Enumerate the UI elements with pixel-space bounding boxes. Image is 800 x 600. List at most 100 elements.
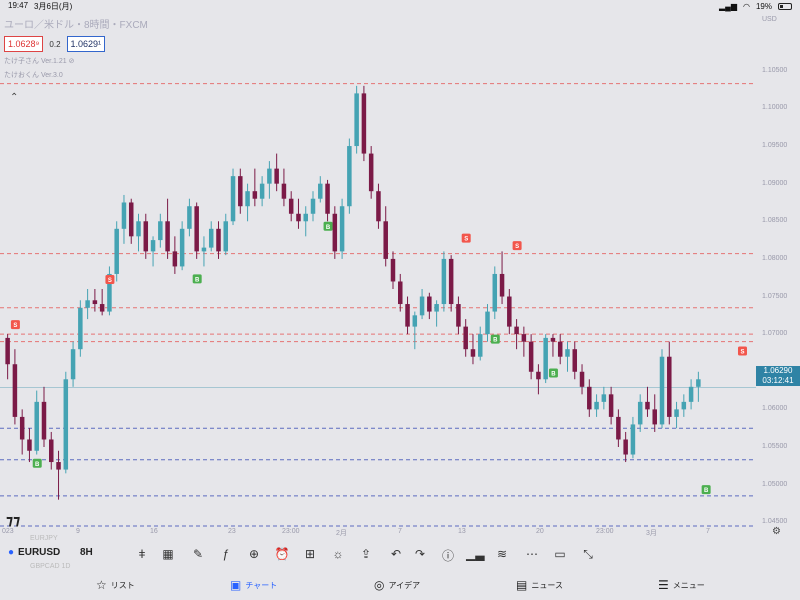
sell-signal-marker bbox=[105, 275, 115, 284]
candle-body bbox=[579, 371, 585, 387]
candle-body bbox=[572, 349, 578, 372]
star-icon: ☆ bbox=[96, 578, 107, 592]
more-icon[interactable]: ⋯ bbox=[526, 547, 538, 561]
candle-body bbox=[259, 183, 265, 199]
time-axis[interactable]: 023 9 16 23 23:00 2月 7 13 20 23:00 3月 7 bbox=[0, 526, 756, 540]
candle-body bbox=[368, 153, 374, 192]
tab-list[interactable]: ☆ リスト bbox=[96, 578, 135, 592]
drawing-pen-icon[interactable]: ✎ bbox=[192, 547, 204, 561]
alarm-icon[interactable]: ⏰ bbox=[274, 547, 290, 561]
price-tick-label: 1.08000 bbox=[762, 254, 788, 262]
share-icon[interactable]: ⇪ bbox=[360, 547, 372, 561]
indicator-1-label[interactable]: たけ子さん Ver.1.21 ⊘ bbox=[4, 58, 75, 65]
chart-area[interactable]: S B S B B S B S B B S ユーロ／米ドル・8時間・FXCM 1.0628⁹ 0.2… bbox=[0, 12, 756, 534]
bottom-tab-bar: ☆ リスト ▣ チャート ◎ アイデア ▤ ニュース ☰ メニュー bbox=[0, 572, 800, 600]
candle-body bbox=[318, 183, 323, 199]
candle-body bbox=[332, 213, 338, 252]
collapse-chevron-icon[interactable]: ⌃ bbox=[10, 92, 19, 103]
battery-icon bbox=[778, 2, 792, 10]
candle-body bbox=[550, 337, 556, 342]
idea-bulb-icon[interactable]: ☼ bbox=[332, 547, 344, 561]
candle-body bbox=[674, 409, 679, 417]
layout-grid-icon[interactable]: ⊞ bbox=[304, 547, 316, 561]
candle-body bbox=[543, 337, 548, 380]
interval-button[interactable]: 8H bbox=[80, 547, 93, 558]
candle-body bbox=[383, 221, 388, 259]
info-icon[interactable]: ⓘ bbox=[441, 549, 454, 563]
candle-body bbox=[565, 349, 570, 357]
tab-ideas[interactable]: ◎ アイデア bbox=[374, 578, 421, 592]
candle-body bbox=[456, 304, 461, 327]
candle-body bbox=[398, 281, 403, 305]
currency-label[interactable]: USD bbox=[762, 16, 777, 23]
buy-signal-label: B bbox=[195, 277, 200, 283]
trend-line-icon[interactable]: ≋ bbox=[496, 547, 508, 561]
candle-body bbox=[681, 401, 687, 410]
price-tick-label: 1.07000 bbox=[762, 330, 788, 338]
candle-body bbox=[281, 183, 287, 199]
candle-body bbox=[514, 326, 519, 335]
ask-price-button[interactable]: 1.0629¹ bbox=[66, 36, 106, 52]
buy-signal-marker bbox=[701, 485, 711, 495]
candle-body bbox=[201, 247, 207, 252]
candle-body bbox=[347, 146, 352, 207]
sell-signal-label: S bbox=[515, 244, 519, 250]
price-tick-label: 1.04500 bbox=[762, 518, 788, 526]
buy-signal-label: B bbox=[326, 225, 331, 231]
status-time: 19:47 bbox=[8, 0, 29, 10]
symbol-button[interactable]: ● EURUSD bbox=[8, 547, 61, 558]
candle-body bbox=[114, 228, 119, 274]
candle-type-icon[interactable]: ǂ bbox=[138, 547, 146, 561]
tab-menu[interactable]: ☰ メニュー bbox=[658, 578, 705, 592]
candle-body bbox=[645, 401, 650, 410]
fullscreen-icon[interactable]: ⤡ bbox=[583, 547, 593, 561]
chart-title[interactable]: ユーロ／米ドル・8時間・FXCM bbox=[4, 20, 148, 31]
candle-body bbox=[303, 213, 308, 222]
gear-icon[interactable]: ⚙ bbox=[772, 526, 781, 537]
candle-body bbox=[448, 258, 454, 305]
chart-toolbar: ● EURUSD 8H ǂ ▦ ✎ ƒ ⊕ ⏰ ⊞ ☼ ⇪ ↶ ↷ ⓘ ▁▃ ≋… bbox=[0, 544, 800, 566]
tradingview-logo-icon[interactable]: ⁊⁊ bbox=[6, 512, 21, 528]
sell-signal-marker bbox=[512, 241, 522, 251]
status-date: 3月6日(月) bbox=[34, 1, 73, 11]
compare-icon[interactable]: ▦ bbox=[162, 547, 174, 561]
time-tick-label: 3月 bbox=[646, 530, 657, 537]
hidden-eye-icon[interactable]: ⊘ bbox=[68, 58, 75, 65]
ghost-symbol-label-2: GBPCAD 1D bbox=[30, 563, 71, 570]
candle-body bbox=[485, 311, 490, 335]
price-tick-label: 1.10500 bbox=[762, 66, 788, 74]
candle-body bbox=[659, 356, 665, 425]
price-tick-label: 1.09000 bbox=[762, 179, 788, 187]
bid-price-button[interactable]: 1.0628⁹ bbox=[4, 36, 44, 52]
volume-bars-icon[interactable]: ▁▃ bbox=[466, 547, 485, 561]
candle-body bbox=[19, 416, 25, 440]
candle-body bbox=[528, 341, 534, 372]
time-tick-label: 13 bbox=[458, 528, 466, 535]
add-icon[interactable]: ⊕ bbox=[248, 547, 260, 561]
indicators-fx-icon[interactable]: ƒ bbox=[222, 547, 230, 561]
candle-body bbox=[85, 300, 90, 308]
price-tick-label: 1.05500 bbox=[762, 443, 788, 450]
candlestick-chart[interactable]: S B S B B S B S B B S bbox=[0, 12, 756, 534]
time-tick-label: 23:00 bbox=[596, 528, 614, 535]
redo-icon[interactable]: ↷ bbox=[414, 547, 426, 561]
undo-icon[interactable]: ↶ bbox=[390, 547, 402, 561]
price-axis[interactable]: USD 1.10500 1.10000 1.09500 1.09000 1.08500 1… bbox=[756, 12, 800, 552]
sell-signal-marker bbox=[461, 233, 471, 243]
flag-icon: ● bbox=[8, 547, 15, 558]
candle-body bbox=[252, 191, 258, 199]
signal-icon: ▂▄▆ bbox=[719, 1, 737, 11]
buy-signal-label: B bbox=[704, 488, 709, 494]
buy-signal-marker bbox=[32, 458, 42, 468]
buy-signal-marker bbox=[490, 334, 500, 344]
candle-body bbox=[499, 273, 505, 297]
rectangle-icon[interactable]: ▭ bbox=[554, 547, 566, 561]
time-tick-label: 23:00 bbox=[282, 528, 300, 535]
tab-chart[interactable]: ▣ チャート bbox=[230, 578, 278, 592]
tab-news[interactable]: ▤ ニュース bbox=[516, 578, 563, 592]
buy-signal-label: B bbox=[551, 371, 556, 377]
candle-body bbox=[92, 300, 98, 305]
current-price-label: 1.06290 03:12:41 bbox=[756, 366, 800, 386]
candle-body bbox=[390, 258, 396, 282]
indicator-2-label[interactable]: たけおくん Ver.3.0 bbox=[4, 72, 63, 79]
